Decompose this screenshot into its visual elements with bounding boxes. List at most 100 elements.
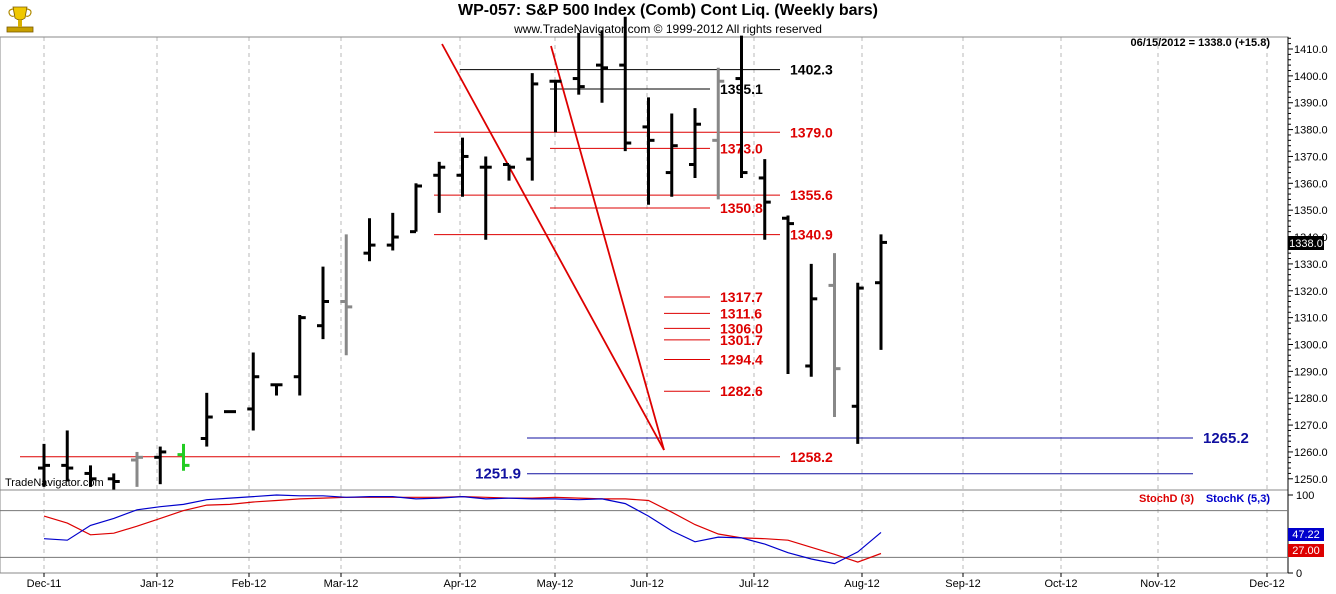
ohlc-bar [851, 282, 864, 444]
y-tick-label: 1350.0 [1294, 205, 1328, 217]
ohlc-bar [875, 234, 887, 350]
ohlc-bar [456, 137, 469, 197]
x-axis: Dec-11 Jan-12 Feb-12 Mar-12 Apr-12 May-12 Jun-… [27, 573, 1285, 590]
x-tick-label: Jul-12 [739, 578, 769, 590]
ohlc-bar [317, 266, 329, 340]
ohlc-bar [270, 383, 283, 396]
y-tick-label: 1400.0 [1294, 71, 1328, 83]
price-tag: 1338.0 [1289, 238, 1323, 250]
ohlc-bar [665, 113, 678, 197]
level-label: 1258.2 [790, 449, 833, 465]
level-label: 1294.4 [720, 352, 763, 368]
level-label: 1311.6 [720, 305, 762, 321]
y-tick-label: 1260.0 [1294, 447, 1328, 459]
chart-frame [0, 36, 1289, 574]
level-label: 1251.9 [475, 466, 521, 483]
x-tick-label: Nov-12 [1140, 578, 1175, 590]
ohlc-bar [572, 32, 585, 95]
annotation-lines: 1402.31395.11379.01373.01355.61350.81340… [20, 62, 1249, 483]
x-tick-label: Jan-12 [140, 578, 174, 590]
level-label: 1379.0 [790, 124, 833, 140]
ohlc-bar [619, 16, 632, 152]
plot-border [0, 36, 1289, 574]
y-tick-label: 1270.0 [1294, 420, 1328, 432]
ohlc-bar [596, 30, 608, 103]
ohlc-bar [503, 163, 515, 181]
legend-stochk: StochK (5,3) [1206, 493, 1271, 505]
osc-y-tick-label: 0 [1296, 568, 1302, 580]
grid [43, 37, 1268, 573]
stochk-readout-box [1288, 528, 1324, 541]
ohlc-bar [689, 108, 701, 178]
y-tick-label: 1390.0 [1294, 98, 1328, 110]
ohlc-bar [433, 161, 446, 213]
osc-y-tick-label: 100 [1296, 490, 1314, 502]
stochd-readout: 27.00 [1292, 545, 1320, 557]
y-tick-label: 1330.0 [1294, 259, 1328, 271]
x-tick-label: Apr-12 [443, 578, 476, 590]
ohlc-bar [479, 156, 492, 240]
ohlc-bar [805, 263, 818, 377]
level-label: 1355.6 [790, 187, 833, 203]
level-label: 1402.3 [790, 62, 833, 78]
stochd-readout-box [1288, 544, 1324, 557]
ohlc-bar [177, 443, 190, 471]
ohlc-bar [84, 465, 97, 487]
osc-series-line [43, 494, 882, 565]
ohlc-bar [340, 234, 353, 356]
x-tick-label: Jun-12 [630, 578, 664, 590]
chart-title: WP-057: S&P 500 Index (Comb) Cont Liq. (… [458, 2, 878, 19]
trend-line [550, 45, 665, 451]
ohlc-bar [386, 212, 399, 251]
ohlc-bar [735, 35, 748, 178]
level-label: 1282.6 [720, 383, 763, 399]
x-tick-label: Feb-12 [232, 578, 267, 590]
ohlc-bar [526, 73, 539, 181]
ohlc-bar [107, 473, 120, 490]
ohlc-bar [782, 215, 794, 375]
level-label: 1340.9 [790, 227, 833, 243]
y-tick-label: 1320.0 [1294, 286, 1328, 298]
trend-line [441, 43, 665, 451]
level-label: 1301.7 [720, 332, 763, 348]
last-price-info: 06/15/2012 = 1338.0 (+15.8) [1131, 37, 1271, 49]
y-tick-label: 1290.0 [1294, 366, 1328, 378]
y-tick-label: 1410.0 [1294, 44, 1328, 56]
ohlc-bar [758, 159, 771, 240]
x-tick-label: Dec-12 [1249, 578, 1284, 590]
ohlc-bar [712, 67, 725, 200]
ohlc-bar [200, 392, 213, 447]
ohlc-bar [61, 430, 74, 482]
ohlc-bar [410, 183, 422, 234]
level-label: 1265.2 [1203, 430, 1249, 447]
price-tag-box [1288, 236, 1324, 250]
ohlc-bar [247, 352, 260, 431]
level-label: 1350.8 [720, 200, 763, 216]
level-label: 1306.0 [720, 320, 763, 336]
watermark: TradeNavigator.com [5, 477, 104, 489]
ohlc-bar [293, 314, 306, 396]
ohlc-bar [154, 446, 167, 485]
price-bars [38, 16, 887, 490]
osc-series-line [43, 495, 882, 563]
y-tick-label: 1310.0 [1294, 313, 1328, 325]
y-axis: 1250.0 1260.0 1270.0 1280.0 1290.0 1300.0 1310… [1287, 37, 1328, 573]
y-tick-label: 1280.0 [1294, 393, 1328, 405]
ohlc-bar [642, 97, 655, 205]
legend-stochd: StochD (3) [1139, 493, 1194, 505]
ohlc-bar [549, 79, 562, 133]
y-tick-label: 1380.0 [1294, 125, 1328, 137]
stochastic-panel: 050100 [0, 490, 1314, 580]
level-label: 1317.7 [720, 289, 763, 305]
ohlc-bar [131, 451, 143, 487]
y-tick-label: 1250.0 [1294, 474, 1328, 486]
trophy-icon [6, 6, 34, 33]
ohlc-bar [828, 253, 841, 418]
trend-lines [441, 43, 665, 451]
stochk-readout: 47.22 [1292, 529, 1320, 541]
y-tick-label: 1370.0 [1294, 151, 1328, 163]
x-tick-label: Dec-11 [27, 578, 62, 590]
ohlc-bar [38, 443, 50, 487]
ohlc-bar [363, 218, 376, 262]
